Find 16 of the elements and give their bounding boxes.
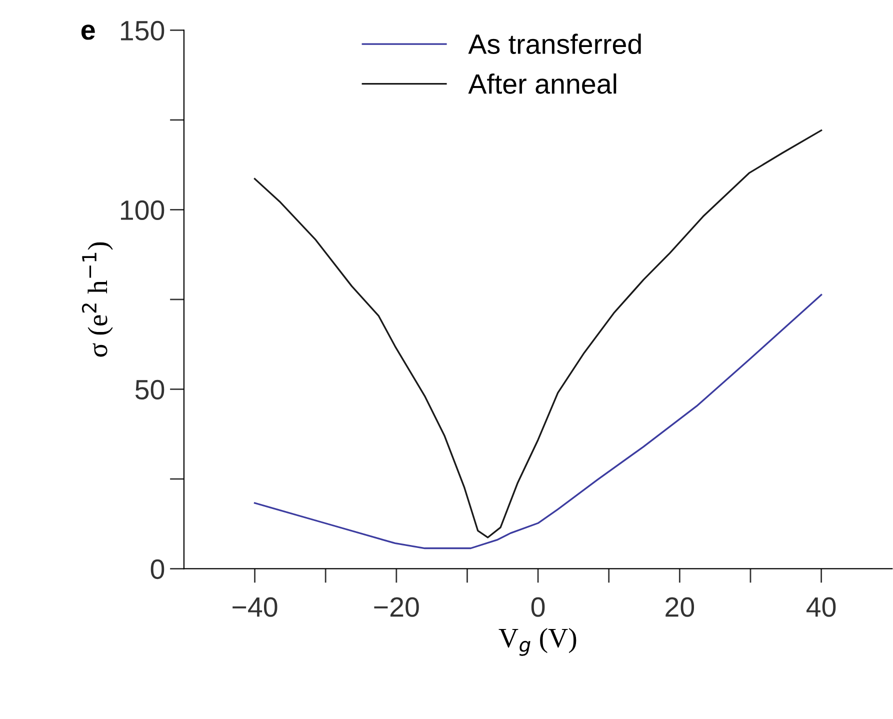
legend-label: As transferred xyxy=(468,34,641,54)
x-tick-label: 20 xyxy=(666,597,694,617)
y-tick-label: 50 xyxy=(135,380,164,400)
x-tick-label: 40 xyxy=(806,597,836,617)
line-series xyxy=(254,294,822,550)
y-axis-title: σ (e$^{2}$ h$^{−1}$) xyxy=(82,242,113,357)
x-tick-label: −40 xyxy=(232,597,278,617)
x-axis-title: V$_{g}$ (V) xyxy=(498,628,576,656)
x-tick-label: 0 xyxy=(531,597,545,617)
y-tick-label: 150 xyxy=(120,20,164,41)
x-tick-label: −20 xyxy=(374,597,419,617)
text: e xyxy=(81,24,95,40)
line-series xyxy=(254,130,822,538)
y-tick-label: 100 xyxy=(120,200,164,220)
y-tick-label: 0 xyxy=(150,559,164,580)
legend-label: After anneal xyxy=(468,73,616,94)
